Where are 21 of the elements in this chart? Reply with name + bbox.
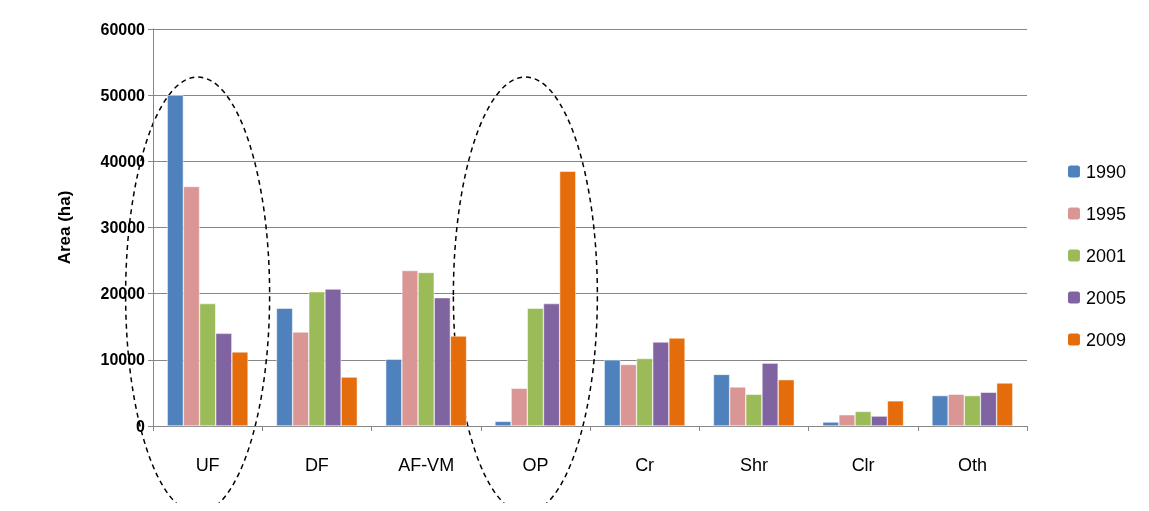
x-tick-label: OP	[522, 455, 549, 475]
legend-label: 1990	[1085, 161, 1126, 182]
x-tick-label: DF	[304, 455, 329, 475]
y-tick-label: 0	[136, 417, 146, 435]
y-tick-label: 60000	[100, 20, 146, 38]
y-tick-label: 10000	[100, 351, 146, 369]
x-tick-label: Oth	[957, 455, 987, 475]
y-tick-label: 40000	[100, 152, 146, 170]
y-axis-title: Area (ha)	[55, 190, 74, 265]
legend-label: 1995	[1085, 203, 1126, 224]
legend-label: 2001	[1085, 245, 1126, 266]
x-tick-label: Cr	[635, 455, 655, 475]
y-tick-label: 50000	[100, 86, 146, 104]
legend-label: 2005	[1085, 287, 1126, 308]
y-tick-label: 30000	[100, 219, 146, 236]
legend-label: 2009	[1085, 329, 1126, 350]
x-tick-label: Clr	[851, 455, 875, 475]
y-tick-label: 20000	[100, 285, 146, 303]
x-tick-label: AF-VM	[398, 455, 455, 475]
x-tick-label: Shr	[739, 455, 768, 475]
x-tick-label: UF	[195, 455, 220, 475]
